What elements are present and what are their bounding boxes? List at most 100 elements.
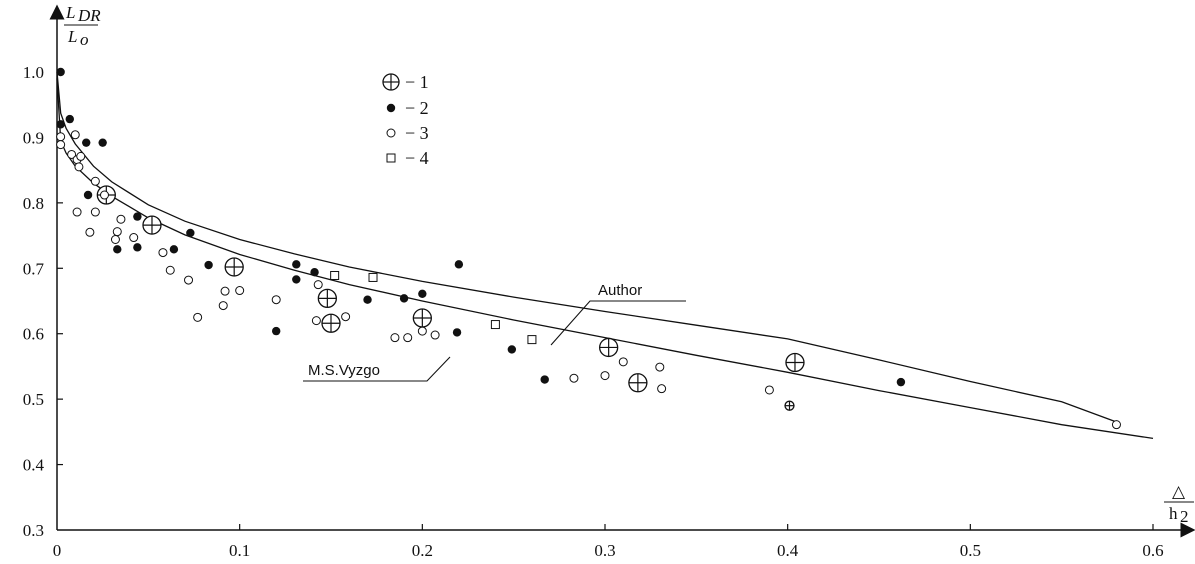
open-circle-point xyxy=(600,371,610,381)
circle-cross-point xyxy=(785,352,805,373)
x-tick-label: 0.2 xyxy=(412,541,433,560)
filled-circle-point xyxy=(83,190,93,200)
filled-circle-point xyxy=(452,328,462,337)
y-tick-label: 0.5 xyxy=(23,390,44,409)
x-tick-label: 0.1 xyxy=(229,541,250,560)
open-circle-point xyxy=(341,312,351,322)
y-tick-label: 0.6 xyxy=(23,325,44,344)
open-circle-point xyxy=(56,132,66,142)
filled-circle-point xyxy=(56,67,65,77)
axis-labels: Author M.S.Vyzgo L DRL o △ h 2 xyxy=(64,3,1194,526)
filled-circle-point xyxy=(418,289,427,299)
circle-cross-point xyxy=(599,337,619,358)
filled-circle-point xyxy=(454,260,464,269)
circle-cross-point xyxy=(321,313,341,333)
curve-0 xyxy=(56,71,1117,423)
circle-cross-point xyxy=(224,257,244,277)
x-label-denominator: h xyxy=(1169,504,1178,523)
open-square-point xyxy=(330,270,340,280)
vyzgo-curve-label: M.S.Vyzgo xyxy=(308,362,380,379)
filled-circle-point xyxy=(113,245,122,254)
author-leader-line xyxy=(550,300,686,346)
open-circle-point xyxy=(76,151,86,161)
open-circle-point xyxy=(158,248,168,258)
filled-circle-point xyxy=(310,268,319,277)
open-circle-point xyxy=(386,128,396,138)
y-tick-label: 0.7 xyxy=(23,259,45,278)
filled-circle-point xyxy=(65,114,74,124)
circle-cross-point xyxy=(317,288,337,309)
circle-cross-point xyxy=(784,400,795,411)
open-circle-point xyxy=(311,316,321,326)
y-label-numerator-sub: DR xyxy=(77,6,101,25)
x-label-denominator-sub: 2 xyxy=(1180,507,1189,526)
fit-curves xyxy=(56,71,1154,440)
circle-cross-point xyxy=(628,373,648,393)
open-circle-point xyxy=(417,326,427,336)
data-points xyxy=(56,67,1121,430)
legend-label-1: − 1 xyxy=(405,72,429,92)
open-circle-point xyxy=(110,234,120,244)
x-tick-label: 0.3 xyxy=(594,541,615,560)
y-tick-label: 0.3 xyxy=(23,521,44,540)
open-circle-point xyxy=(165,265,175,275)
open-circle-point xyxy=(129,233,139,243)
x-tick-label: 0 xyxy=(53,541,62,560)
open-circle-point xyxy=(116,214,126,224)
filled-circle-point xyxy=(386,103,396,113)
open-circle-point xyxy=(85,227,95,237)
open-circle-point xyxy=(220,286,230,296)
open-square-point xyxy=(368,272,378,282)
open-circle-point xyxy=(313,280,323,290)
open-circle-point xyxy=(56,140,66,150)
filled-circle-point xyxy=(896,377,906,387)
open-circle-point xyxy=(655,362,665,372)
y-tick-label: 0.9 xyxy=(23,128,44,147)
open-circle-point xyxy=(271,295,281,305)
x-label-numerator: △ xyxy=(1172,482,1186,501)
open-circle-point xyxy=(70,130,80,140)
open-circle-point xyxy=(90,176,100,186)
legend: − 1 − 2 − 3 − 4 xyxy=(382,72,429,168)
open-square-point xyxy=(527,335,537,345)
open-circle-point xyxy=(112,227,122,237)
open-circle-point xyxy=(390,333,400,343)
filled-circle-point xyxy=(540,375,549,384)
filled-circle-point xyxy=(399,294,409,303)
legend-label-3: − 3 xyxy=(405,123,429,143)
filled-circle-point xyxy=(186,228,195,238)
y-tick-label: 0.8 xyxy=(23,194,44,213)
curve-1 xyxy=(56,78,1154,440)
y-label-numerator: L xyxy=(65,3,75,22)
open-square-point xyxy=(490,320,500,330)
open-circle-point xyxy=(72,207,82,217)
y-label-denominator-sub: o xyxy=(80,30,89,49)
x-tick-label: 0.6 xyxy=(1142,541,1163,560)
filled-circle-point xyxy=(82,138,91,147)
vyzgo-leader-line xyxy=(303,356,451,382)
x-tick-label: 0.5 xyxy=(960,541,981,560)
legend-label-2: − 2 xyxy=(405,98,429,118)
open-circle-point xyxy=(403,333,413,343)
open-circle-point xyxy=(184,275,194,285)
open-circle-point xyxy=(193,312,203,322)
open-circle-point xyxy=(235,286,245,296)
open-circle-point xyxy=(764,385,774,395)
open-circle-point xyxy=(1111,420,1121,430)
open-circle-point xyxy=(218,301,228,311)
y-tick-label: 1.0 xyxy=(23,63,44,82)
axes xyxy=(49,4,1195,538)
circle-cross-point xyxy=(412,308,432,328)
filled-circle-point xyxy=(169,245,179,254)
open-circle-point xyxy=(90,207,100,217)
filled-circle-point xyxy=(56,120,65,129)
open-circle-point xyxy=(430,330,440,340)
open-circle-point xyxy=(569,373,579,383)
filled-circle-point xyxy=(204,260,213,270)
open-circle-point xyxy=(74,162,84,172)
circle-cross-point xyxy=(382,73,400,91)
open-circle-point xyxy=(657,384,667,394)
filled-circle-point xyxy=(133,212,142,221)
filled-circle-point xyxy=(292,275,301,284)
x-tick-label: 0.4 xyxy=(777,541,799,560)
